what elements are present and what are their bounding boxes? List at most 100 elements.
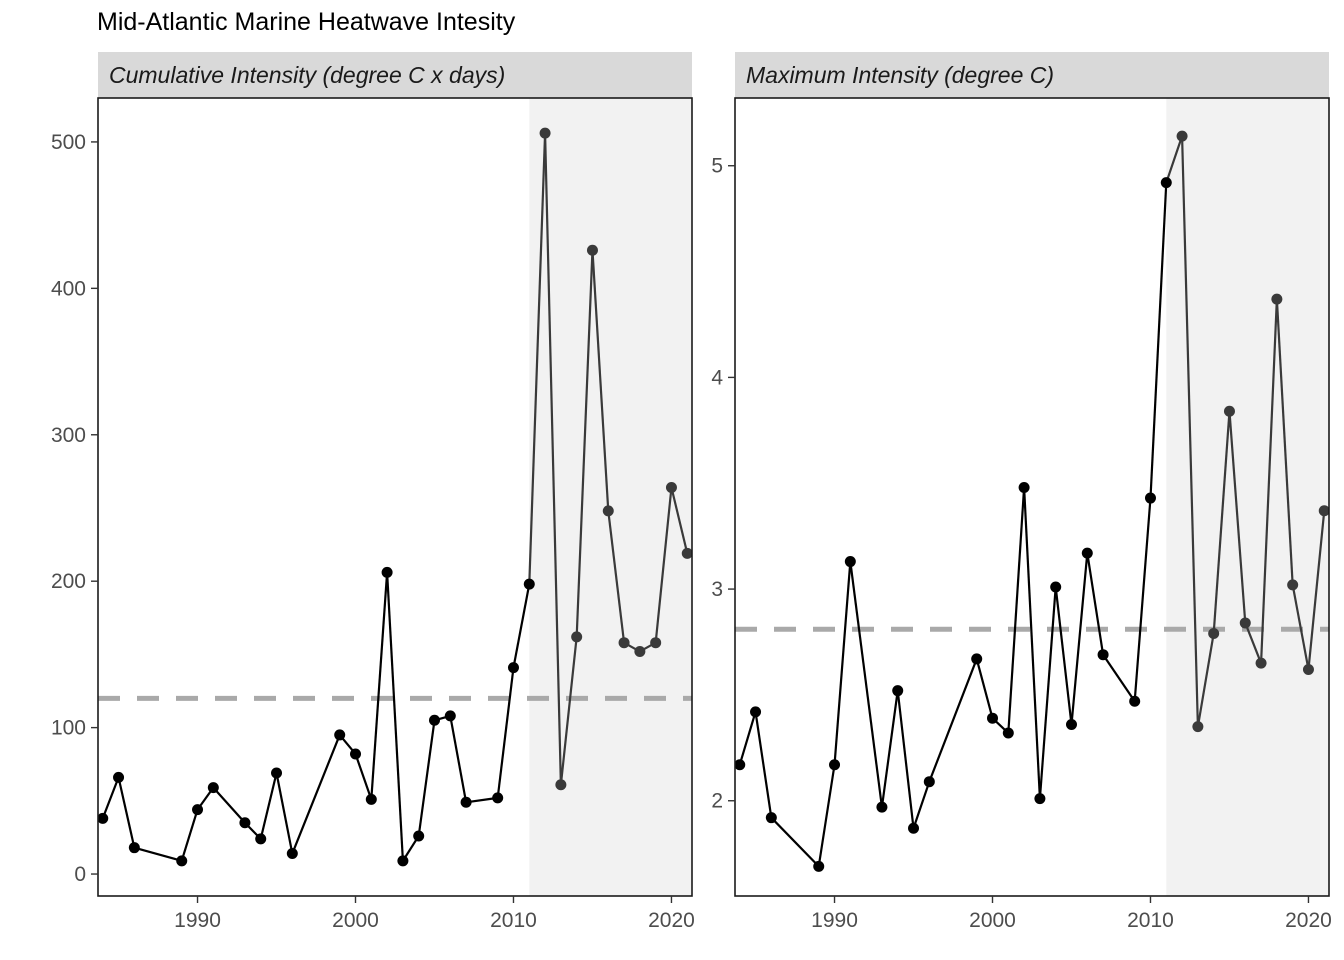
series-segment [291, 734, 341, 854]
data-point [207, 782, 219, 794]
data-point [1239, 617, 1251, 629]
data-point [539, 127, 551, 139]
data-point [1192, 721, 1204, 733]
data-point [650, 637, 662, 649]
series-segment [1149, 182, 1168, 499]
data-point [381, 566, 393, 578]
data-point [1065, 719, 1077, 731]
y-tick-label: 400 [51, 277, 86, 300]
series-segment [1259, 299, 1278, 664]
series-segment [896, 690, 915, 829]
y-tick-label: 500 [51, 131, 86, 154]
series-segment [180, 809, 199, 862]
x-tick-label: 1990 [811, 909, 858, 932]
data-point [765, 812, 777, 824]
series-segment [1307, 510, 1326, 670]
series-segment [1023, 487, 1041, 799]
data-point [829, 759, 841, 771]
data-point [507, 662, 519, 674]
data-point [876, 801, 888, 813]
data-point [334, 729, 346, 741]
series-segment [512, 583, 531, 668]
x-tick-label: 2010 [1127, 909, 1174, 932]
y-tick-label: 300 [51, 424, 86, 447]
data-point [1255, 657, 1267, 669]
series-segment [738, 711, 757, 766]
data-point [844, 556, 856, 568]
data-point [555, 779, 567, 791]
data-point [971, 653, 983, 665]
series-segment [559, 636, 578, 785]
panel-label: Maximum Intensity (degree C) [746, 62, 1054, 88]
data-point [681, 547, 692, 559]
series-segment [417, 720, 436, 837]
series-segment [1244, 622, 1263, 664]
data-point [1050, 581, 1062, 593]
data-point [892, 685, 904, 697]
plot-area [735, 98, 1329, 896]
data-point [586, 244, 598, 256]
data-point [176, 855, 188, 867]
series-segment [654, 487, 673, 643]
data-point [271, 767, 283, 779]
series-segment [975, 658, 994, 719]
series-segment [754, 711, 773, 818]
data-point [571, 631, 583, 643]
data-point [397, 855, 409, 867]
series-segment [1070, 552, 1089, 725]
data-point [813, 860, 825, 872]
panel-2: Maximum Intensity (degree C) 2 3 4 5 1990 2000… [711, 52, 1332, 932]
data-point [460, 796, 472, 808]
panel-1: Cumulative Intensity (degree C x days) 0 1… [51, 52, 695, 932]
data-point [1223, 405, 1235, 417]
data-point [923, 776, 935, 788]
x-tick-label: 2010 [490, 909, 537, 932]
data-point [428, 714, 440, 726]
series-segment [386, 572, 404, 861]
data-point [98, 812, 109, 824]
data-point [1144, 492, 1156, 504]
data-point [365, 793, 377, 805]
data-point [1271, 293, 1283, 305]
y-tick-label: 0 [74, 863, 86, 886]
data-point [1302, 664, 1314, 676]
recent-period-shading [529, 98, 692, 896]
y-tick-label: 100 [51, 717, 86, 740]
series-segment [212, 786, 246, 824]
data-point [1002, 727, 1014, 739]
data-point [735, 759, 746, 771]
panel-label: Cumulative Intensity (degree C x days) [109, 62, 505, 88]
panel-strip [98, 52, 692, 98]
series-segment [275, 772, 294, 854]
data-point [618, 637, 630, 649]
series-segment [543, 133, 562, 785]
data-point [602, 505, 614, 517]
x-tick-label: 1990 [174, 909, 221, 932]
series-segment [496, 667, 515, 799]
recent-period-shading [1166, 98, 1329, 896]
x-tick-label: 2020 [648, 909, 695, 932]
data-point [750, 706, 762, 718]
series-segment [849, 561, 884, 808]
series-segment [817, 764, 836, 867]
data-point [1034, 793, 1046, 805]
series-segment [1291, 584, 1310, 670]
series-segment [880, 690, 899, 808]
series-segment [354, 753, 373, 800]
series-segment [1133, 497, 1152, 702]
series-segment [370, 572, 389, 800]
series-segment [912, 781, 931, 829]
series-segment [1212, 411, 1231, 634]
series-segment [1180, 136, 1199, 727]
data-point [987, 712, 999, 724]
series-segment [528, 133, 547, 585]
series-segment [607, 510, 626, 643]
y-tick-label: 5 [711, 155, 723, 178]
series-segment [1165, 135, 1184, 184]
data-point [444, 710, 456, 722]
series-segment [770, 816, 820, 868]
series-segment [670, 487, 689, 554]
data-point [523, 578, 535, 590]
data-point [113, 771, 125, 783]
